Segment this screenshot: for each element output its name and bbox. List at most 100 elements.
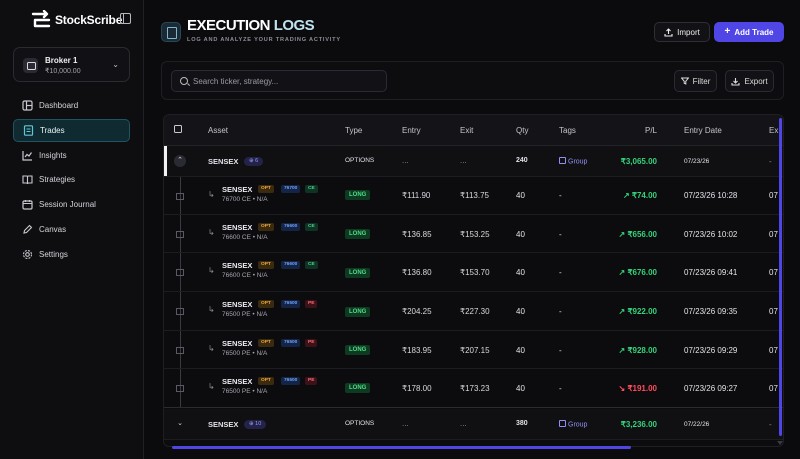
row-checkbox[interactable] [176, 193, 184, 200]
trade-asset: SENSEX [222, 339, 253, 348]
group-qty: 240 [516, 157, 528, 164]
search-box[interactable] [171, 70, 387, 92]
trade-row[interactable]: ↳ SENSEX OPT 76600 CE 76600 CE • N/A LON… [164, 253, 783, 292]
trade-row[interactable]: ↳ SENSEX OPT 76500 PE 76500 PE • N/A LON… [164, 292, 783, 331]
strike-badge: 76500 [281, 339, 301, 347]
horizontal-scrollbar[interactable] [172, 446, 631, 449]
app-name: StockScribe [55, 13, 123, 27]
opt-badge: OPT [258, 261, 274, 269]
trade-tags: - [559, 191, 562, 200]
opt-badge: OPT [258, 339, 274, 347]
row-checkbox[interactable] [176, 269, 184, 276]
sidebar-item-session-journal[interactable]: Session Journal [13, 193, 130, 216]
collapse-icon[interactable]: ⌃ [174, 155, 186, 167]
wallet-icon [23, 58, 38, 73]
sidebar-item-insights[interactable]: Insights [13, 144, 130, 167]
type-badge: LONG [345, 268, 371, 278]
trade-pl-value: ₹74.00 [631, 191, 657, 200]
trade-row[interactable]: ↳ SENSEX OPT 76600 CE 76600 CE • N/A LON… [164, 215, 783, 253]
trade-sub: 76500 PE • N/A [222, 350, 268, 357]
trade-row[interactable]: ↳ SENSEX OPT 76700 CE 76700 CE • N/A LON… [164, 177, 783, 215]
col-pl[interactable]: P/L [645, 126, 658, 135]
child-arrow-icon: ↳ [208, 382, 215, 391]
row-checkbox[interactable] [176, 385, 184, 392]
group-exit: ... [460, 156, 467, 165]
plus-icon: + [724, 26, 731, 37]
export-button-label: Export [744, 76, 768, 86]
trade-pl: ↗ ₹676.00 [618, 268, 658, 277]
import-button[interactable]: Import [654, 22, 710, 42]
add-trade-button[interactable]: + Add Trade [714, 22, 784, 42]
group-pl: ₹3,236.00 [620, 420, 657, 429]
col-type[interactable]: Type [345, 126, 363, 135]
sidebar-item-dashboard[interactable]: Dashboard [13, 94, 130, 117]
trade-extra: 07 [769, 191, 778, 200]
group-count: 10 [255, 421, 262, 427]
group-extra: - [769, 420, 772, 429]
vertical-scrollbar[interactable] [779, 118, 782, 436]
sidebar-item-label: Strategies [39, 175, 76, 185]
row-checkbox[interactable] [176, 231, 184, 238]
col-entry-date[interactable]: Entry Date [684, 126, 722, 135]
row-checkbox[interactable] [176, 347, 184, 354]
table-toolbar: Filter Export [161, 61, 784, 100]
group-entry: ... [402, 156, 409, 165]
expand-icon[interactable]: ⌄ [177, 420, 183, 427]
group-accent-bar [164, 146, 167, 176]
col-entry[interactable]: Entry [402, 126, 421, 135]
trade-row[interactable]: ↳ SENSEX OPT 76500 PE 76500 PE • N/A LON… [164, 369, 783, 408]
group-qty: 380 [516, 420, 528, 427]
trade-asset: SENSEX [222, 261, 253, 270]
group-entry: ... [402, 419, 409, 428]
col-exit-date[interactable]: Ex [769, 126, 779, 135]
trade-tags: - [559, 384, 562, 393]
trade-pl: ↗ ₹928.00 [618, 346, 658, 355]
select-all-checkbox[interactable] [174, 125, 182, 133]
child-arrow-icon: ↳ [208, 266, 215, 275]
logs-icon [161, 22, 181, 42]
side-badge: PE [305, 339, 318, 347]
trade-row[interactable]: ↳ SENSEX OPT 76500 PE 76500 PE • N/A LON… [164, 331, 783, 369]
group-tag[interactable]: Group [559, 420, 587, 429]
group-row[interactable]: ⌃ SENSEX ⊕ 6 OPTIONS ... ... 240 Group ₹… [164, 146, 783, 177]
trade-pl-value: ₹656.00 [627, 230, 657, 239]
trade-asset: SENSEX [222, 185, 253, 194]
group-date: 07/22/26 [684, 421, 710, 428]
filter-button[interactable]: Filter [674, 70, 717, 92]
trade-qty: 40 [516, 191, 525, 200]
add-trade-button-label: Add Trade [734, 27, 774, 37]
broker-balance: ₹10,000.00 [45, 68, 81, 75]
side-badge: PE [305, 300, 318, 308]
scroll-down-icon[interactable] [777, 441, 783, 445]
trade-tags: - [559, 230, 562, 239]
col-qty[interactable]: Qty [516, 126, 529, 135]
trade-sub: 76600 CE • N/A [222, 272, 268, 279]
trade-date: 07/23/26 09:35 [684, 307, 738, 316]
export-button[interactable]: Export [725, 70, 774, 92]
trade-pl-value: ₹922.00 [627, 307, 657, 316]
table-header: Asset Type Entry Exit Qty Tags P/L Entry… [164, 115, 783, 146]
type-badge: LONG [345, 229, 371, 239]
col-asset[interactable]: Asset [208, 126, 229, 135]
sidebar-item-settings[interactable]: Settings [13, 243, 130, 266]
trade-exit: ₹227.30 [460, 307, 490, 316]
upload-icon [664, 27, 673, 37]
download-icon [731, 77, 740, 86]
row-checkbox[interactable] [176, 308, 184, 315]
app-logo[interactable]: StockScribe [30, 10, 122, 30]
sidebar-item-trades[interactable]: Trades [13, 118, 130, 142]
col-tags[interactable]: Tags [559, 126, 576, 135]
group-count-badge: ⊕ 10 [244, 420, 267, 429]
opt-badge: OPT [258, 377, 274, 385]
search-input[interactable] [193, 74, 381, 88]
sidebar-item-strategies[interactable]: Strategies [13, 168, 130, 191]
group-tag[interactable]: Group [559, 157, 587, 166]
trade-entry: ₹183.95 [402, 346, 432, 355]
col-exit[interactable]: Exit [460, 126, 474, 135]
group-row[interactable]: ⌄ SENSEX ⊕ 10 OPTIONS ... ... 380 Group … [164, 409, 783, 440]
sidebar-toggle-icon[interactable] [120, 13, 131, 24]
group-extra: - [769, 157, 772, 166]
broker-selector[interactable]: Broker 1 ₹10,000.00 ⌄ [13, 47, 130, 82]
sidebar-item-canvas[interactable]: Canvas [13, 218, 130, 241]
group-exit: ... [460, 419, 467, 428]
